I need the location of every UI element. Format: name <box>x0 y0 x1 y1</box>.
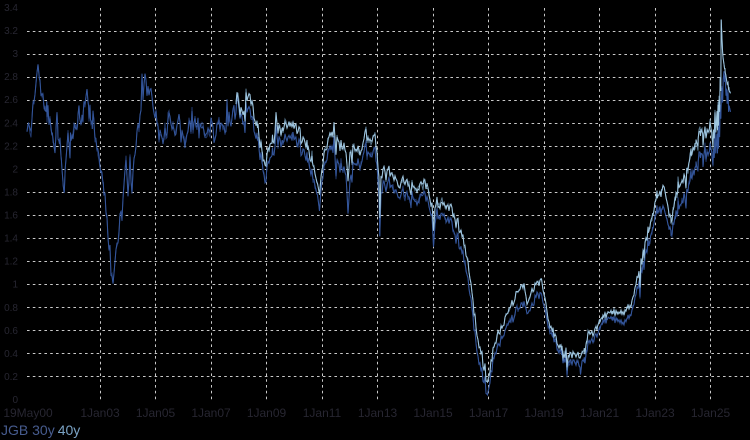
svg-text:2.8: 2.8 <box>4 72 18 83</box>
svg-text:1.4: 1.4 <box>4 234 18 245</box>
svg-text:1: 1 <box>12 280 18 291</box>
svg-text:0.2: 0.2 <box>4 372 18 383</box>
svg-text:0.8: 0.8 <box>4 303 18 314</box>
svg-text:1.8: 1.8 <box>4 188 18 199</box>
svg-text:1Jan15: 1Jan15 <box>413 406 453 420</box>
svg-text:1Jan07: 1Jan07 <box>191 406 231 420</box>
svg-text:1Jan17: 1Jan17 <box>469 406 509 420</box>
svg-text:1.6: 1.6 <box>4 211 18 222</box>
svg-text:2.6: 2.6 <box>4 95 18 106</box>
svg-text:1Jan03: 1Jan03 <box>80 406 120 420</box>
svg-text:0.4: 0.4 <box>4 349 18 360</box>
svg-text:2: 2 <box>12 164 18 175</box>
svg-text:0.6: 0.6 <box>4 326 18 337</box>
svg-text:1Jan19: 1Jan19 <box>524 406 564 420</box>
svg-text:1Jan21: 1Jan21 <box>580 406 620 420</box>
svg-text:2.4: 2.4 <box>4 118 18 129</box>
svg-text:1.2: 1.2 <box>4 257 18 268</box>
svg-text:3.2: 3.2 <box>4 26 18 37</box>
svg-text:1Jan25: 1Jan25 <box>691 406 731 420</box>
svg-text:2.2: 2.2 <box>4 141 18 152</box>
svg-text:1Jan23: 1Jan23 <box>635 406 675 420</box>
svg-text:0: 0 <box>12 395 18 406</box>
svg-text:1Jan11: 1Jan11 <box>303 406 342 420</box>
svg-text:1Jan13: 1Jan13 <box>358 406 398 420</box>
svg-text:1Jan09: 1Jan09 <box>247 406 287 420</box>
svg-text:3: 3 <box>12 49 18 60</box>
svg-text:1Jan05: 1Jan05 <box>136 406 176 420</box>
svg-text:3.4: 3.4 <box>4 3 18 14</box>
svg-text:19May00: 19May00 <box>3 406 53 420</box>
